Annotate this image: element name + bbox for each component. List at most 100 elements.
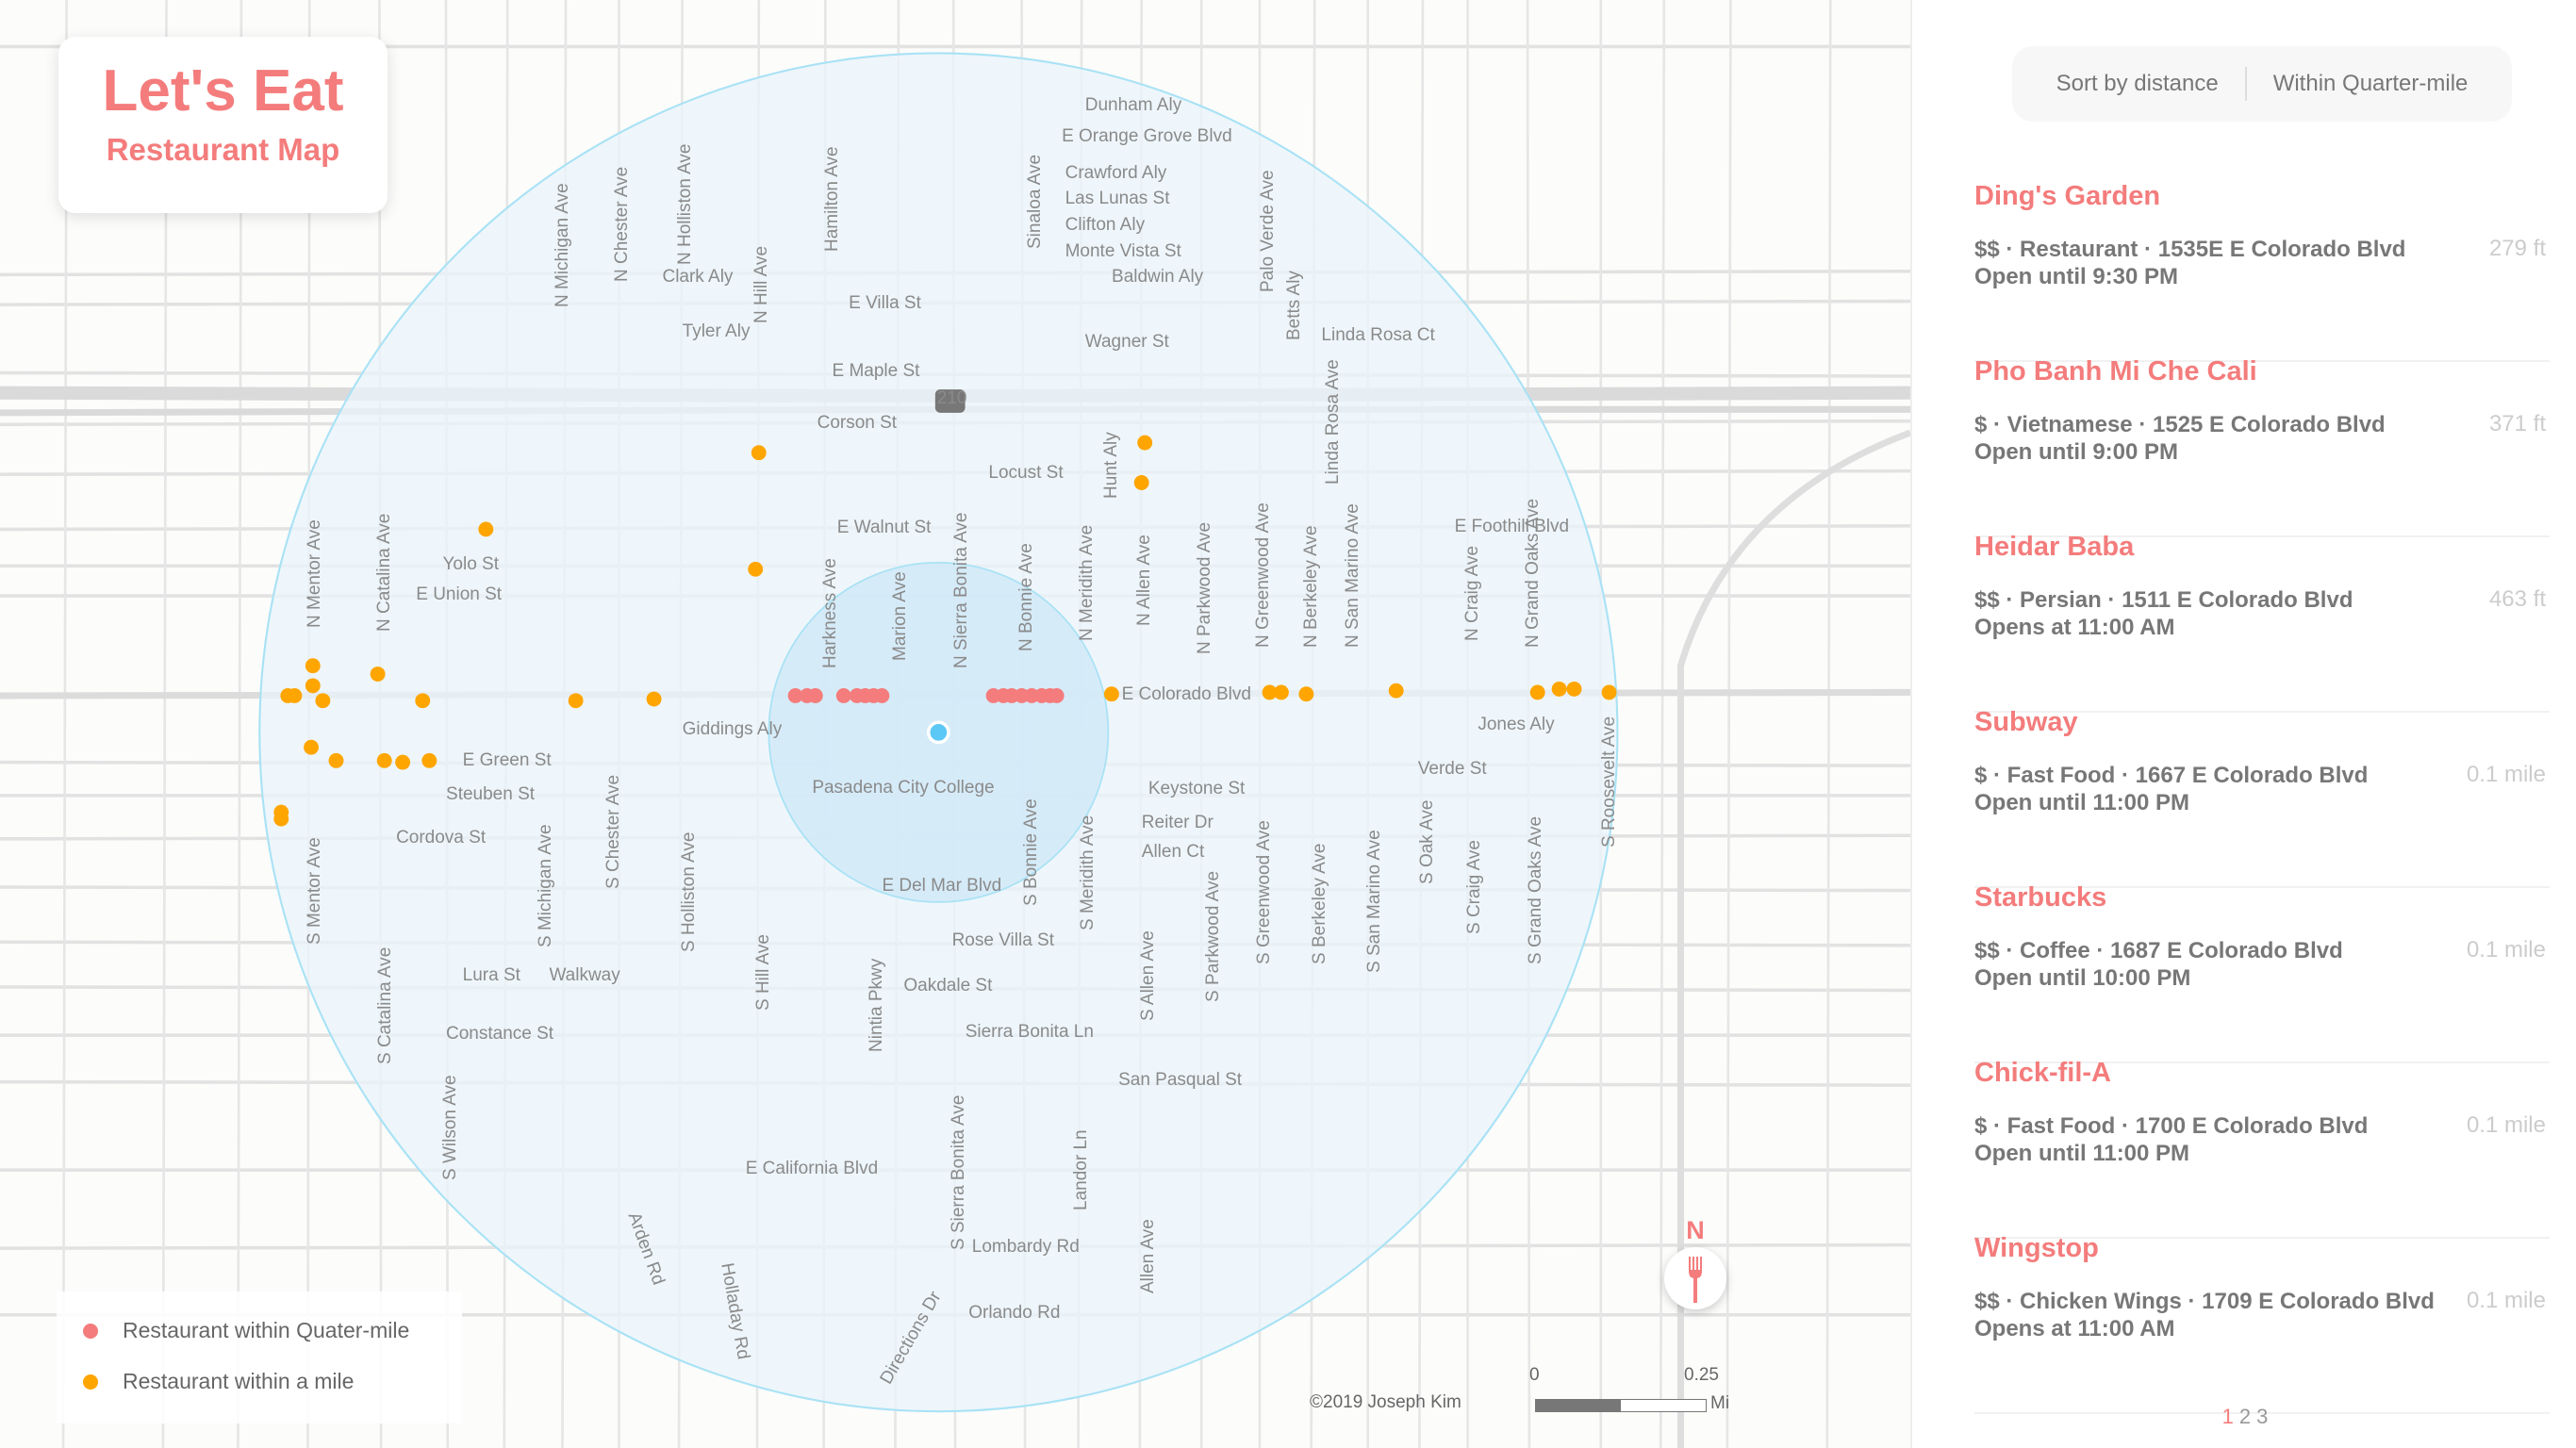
restaurant-marker-mile[interactable]	[305, 658, 321, 674]
street-label: Locust St	[988, 463, 1064, 484]
street-label: N Mentor Ave	[304, 519, 324, 629]
restaurant-marker-mile[interactable]	[395, 754, 411, 770]
restaurant-list-item[interactable]: Ding's Garden $$ · Restaurant · 1535E E C…	[1974, 181, 2550, 362]
restaurant-marker-mile[interactable]	[1273, 684, 1289, 700]
restaurant-marker-mile[interactable]	[415, 693, 431, 709]
restaurant-list-item[interactable]: Chick-fil-A $ · Fast Food · 1700 E Colora…	[1974, 1058, 2550, 1239]
restaurant-marker-quarter-mile[interactable]	[787, 688, 803, 703]
restaurant-name[interactable]: Wingstop	[1974, 1233, 2099, 1263]
page-3[interactable]: 3	[2256, 1405, 2269, 1428]
restaurant-marker-mile[interactable]	[1298, 686, 1314, 702]
restaurant-list-item[interactable]: Pho Banh Mi Che Cali $ · Vietnamese · 152…	[1974, 356, 2550, 537]
restaurant-info: $$ · Persian · 1511 E Colorado Blvd	[1974, 587, 2353, 613]
restaurant-marker-mile[interactable]	[748, 561, 764, 577]
street-label: Walkway	[549, 965, 620, 986]
restaurant-marker-mile[interactable]	[370, 666, 386, 682]
restaurant-list-item[interactable]: Wingstop $$ · Chicken Wings · 1709 E Colo…	[1974, 1233, 2550, 1414]
restaurant-list-item[interactable]: Heidar Baba $$ · Persian · 1511 E Colorad…	[1974, 532, 2550, 713]
road	[1825, 0, 1832, 1448]
restaurant-name[interactable]: Pho Banh Mi Che Cali	[1974, 356, 2257, 387]
street-label: Reiter Dr	[1141, 812, 1214, 832]
restaurant-name[interactable]: Ding's Garden	[1974, 181, 2161, 211]
street-label: San Pasqual St	[1118, 1070, 1243, 1091]
street-label: Tyler Aly	[682, 321, 751, 341]
street-label: Palo Verde Ave	[1257, 170, 1278, 292]
restaurant-marker-mile[interactable]	[287, 688, 303, 703]
restaurant-distance: 0.1 mile	[2466, 1112, 2546, 1138]
street-label: N Holliston Ave	[675, 143, 696, 266]
restaurant-list-item[interactable]: Subway $ · Fast Food · 1667 E Colorado Bl…	[1974, 707, 2550, 888]
street-label: S Oak Ave	[1417, 799, 1438, 884]
road	[61, 0, 68, 1448]
restaurant-marker-mile[interactable]	[751, 445, 767, 461]
street-label: N Grand Oaks Ave	[1522, 499, 1543, 649]
restaurant-hours: Open until 11:00 PM	[1974, 1141, 2190, 1166]
street-label: Oakdale St	[903, 975, 993, 996]
street-label: S Greenwood Ave	[1254, 819, 1275, 964]
restaurant-marker-mile[interactable]	[328, 752, 344, 768]
restaurant-marker-mile[interactable]	[315, 693, 331, 709]
street-label: N Parkwood Ave	[1194, 522, 1214, 655]
restaurant-marker-mile[interactable]	[1551, 681, 1567, 697]
restaurant-marker-mile[interactable]	[478, 521, 494, 537]
restaurant-list-item[interactable]: Starbucks $$ · Coffee · 1687 E Colorado B…	[1974, 882, 2550, 1063]
restaurant-marker-mile[interactable]	[273, 811, 289, 827]
street-label: Pasadena City College	[812, 777, 995, 798]
street-label: E Foothill Blvd	[1454, 516, 1570, 536]
sort-by-distance-button[interactable]: Sort by distance	[2056, 71, 2219, 96]
restaurant-marker-mile[interactable]	[1133, 475, 1149, 490]
restaurant-hours: Open until 9:30 PM	[1974, 264, 2179, 289]
street-label: N Catalina Ave	[373, 513, 394, 632]
legend-label: Restaurant within a mile	[123, 1369, 355, 1393]
street-label: N San Marino Ave	[1342, 503, 1362, 649]
restaurant-marker-mile[interactable]	[1601, 684, 1617, 700]
street-label: N Chester Ave	[612, 166, 633, 283]
restaurant-marker-mile[interactable]	[1529, 684, 1545, 700]
street-label: Harkness Ave	[819, 557, 840, 668]
restaurant-marker-mile[interactable]	[1566, 681, 1582, 697]
map[interactable]: Dunham Aly E Orange Grove Blvd Crawford Al…	[0, 0, 1910, 1448]
restaurant-marker-quarter-mile[interactable]	[1049, 688, 1065, 703]
restaurant-marker-quarter-mile[interactable]	[835, 688, 851, 703]
street-label: Rose Villa St	[951, 930, 1055, 950]
restaurant-info: $ · Fast Food · 1667 E Colorado Blvd	[1974, 763, 2369, 788]
restaurant-marker-mile[interactable]	[1103, 686, 1119, 702]
page-2[interactable]: 2	[2238, 1405, 2252, 1428]
map-canvas[interactable]	[0, 0, 1910, 1448]
restaurant-name[interactable]: Heidar Baba	[1974, 532, 2135, 562]
restaurant-marker-mile[interactable]	[1137, 435, 1153, 451]
restaurant-marker-mile[interactable]	[376, 752, 392, 768]
street-label: Allen Ave	[1137, 1219, 1158, 1294]
restaurant-info: $$ · Coffee · 1687 E Colorado Blvd	[1974, 938, 2343, 963]
street-label: E Villa St	[849, 292, 921, 313]
street-label: S Holliston Ave	[678, 831, 699, 953]
road	[237, 0, 243, 1448]
street-label: E Del Mar Blvd	[882, 875, 1002, 896]
restaurant-marker-mile[interactable]	[1388, 683, 1404, 699]
street-label: N Hill Ave	[751, 246, 772, 324]
restaurant-details: $ · Fast Food · 1700 E Colorado Blvd Open…	[1974, 1112, 2368, 1167]
restaurant-marker-mile[interactable]	[1262, 684, 1278, 700]
street-label: S Sierra Bonita Ave	[948, 1094, 968, 1251]
street-label: Allen Ct	[1141, 842, 1205, 863]
fork-compass-icon	[1664, 1247, 1726, 1309]
street-label: Steuben St	[446, 783, 536, 804]
restaurant-marker-quarter-mile[interactable]	[807, 688, 823, 703]
restaurant-name[interactable]: Chick-fil-A	[1974, 1058, 2111, 1088]
compass[interactable]: N	[1662, 1216, 1728, 1314]
restaurant-name[interactable]: Starbucks	[1974, 882, 2107, 913]
restaurant-marker-quarter-mile[interactable]	[874, 688, 890, 703]
street-label: Giddings Aly	[682, 718, 783, 739]
restaurant-marker-mile[interactable]	[421, 752, 438, 768]
street-label: S Chester Ave	[603, 775, 624, 890]
restaurant-name[interactable]: Subway	[1974, 707, 2078, 737]
page-1[interactable]: 1	[2221, 1405, 2234, 1428]
scale-bar-graphic	[1535, 1399, 1707, 1412]
street-label: Constance St	[446, 1023, 554, 1044]
restaurant-marker-mile[interactable]	[646, 691, 662, 707]
restaurant-marker-mile[interactable]	[304, 739, 319, 755]
compass-north-label: N	[1686, 1216, 1705, 1244]
restaurant-marker-mile[interactable]	[568, 693, 584, 709]
restaurant-marker-mile[interactable]	[305, 678, 321, 694]
within-quarter-mile-button[interactable]: Within Quarter-mile	[2272, 71, 2469, 96]
